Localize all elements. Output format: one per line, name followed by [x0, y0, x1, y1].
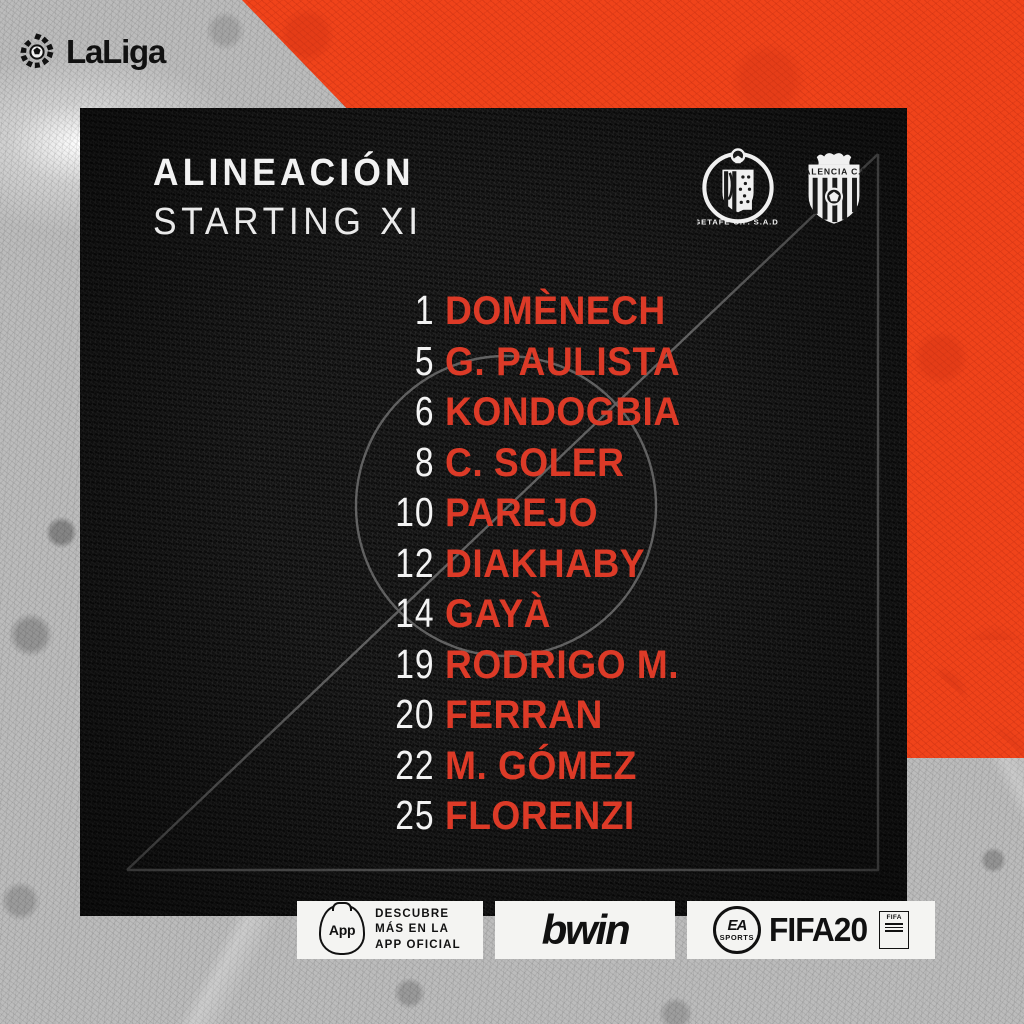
lineup-row[interactable]: 5 G. PAULISTA: [80, 337, 907, 392]
lineup-row[interactable]: 8 C. SOLER: [80, 438, 907, 493]
lineup-row[interactable]: 10 PAREJO: [80, 492, 907, 543]
ea-sports-icon: EA SPORTS: [712, 906, 761, 954]
player-number: 22: [395, 741, 435, 788]
laliga-lion-ball-icon: [20, 33, 54, 69]
fifa-rating-icon: FIFA: [879, 911, 910, 949]
player-number: 1: [414, 287, 435, 333]
player-name: C. SOLER: [445, 440, 625, 485]
app-promo-line2: MÁS EN LA: [375, 923, 450, 936]
fifa-rating-bar: [885, 930, 904, 932]
svg-text:GETAFE C.F. S.A.D.: GETAFE C.F. S.A.D.: [697, 218, 779, 227]
page-title-es: ALINEACIÓN: [153, 152, 415, 194]
app-shield-icon: App: [319, 905, 366, 955]
player-name: GAYÀ: [445, 592, 551, 636]
player-number: 6: [414, 388, 435, 434]
bwin-logo-icon: bwin: [541, 906, 631, 953]
app-promo-line1: DESCUBRE: [375, 907, 450, 920]
lineup-row[interactable]: 14 GAYÀ: [80, 593, 907, 644]
sponsor-strip: App DESCUBRE MÁS EN LA APP OFICIAL bwin …: [297, 901, 935, 959]
app-promo-line3: APP OFICIAL: [375, 938, 461, 951]
player-name: DOMÈNECH: [445, 289, 666, 333]
orange-top-shape: [242, 0, 1024, 118]
lineup-row[interactable]: 25 FLORENZI: [80, 795, 907, 846]
panel-vignette: [80, 108, 907, 916]
sponsor-fifa20[interactable]: EA SPORTS FIFA20 FIFA: [687, 901, 935, 959]
player-name: FLORENZI: [445, 794, 635, 838]
page-title-en: STARTING XI: [153, 201, 423, 243]
lineup-row[interactable]: 20 FERRAN: [80, 694, 907, 745]
fifa-rating-label: FIFA: [886, 914, 902, 921]
laliga-wordmark: LaLiga: [66, 33, 166, 70]
sports-label: SPORTS: [719, 933, 755, 943]
fifa-rating-bar: [885, 923, 904, 925]
player-name: PAREJO: [445, 491, 599, 535]
orange-top-texture: [242, 0, 1024, 118]
laliga-logo: LaLiga: [17, 32, 166, 72]
sponsor-app[interactable]: App DESCUBRE MÁS EN LA APP OFICIAL: [297, 901, 483, 959]
lineup-row[interactable]: 19 RODRIGO M.: [80, 640, 907, 695]
getafe-crest-icon: GETAFE C.F. S.A.D.: [697, 148, 779, 227]
fifa20-wordmark: FIFA20: [768, 911, 868, 948]
player-name: RODRIGO M.: [445, 642, 680, 687]
player-number: 8: [414, 438, 435, 485]
svg-text:VALENCIA C.F.: VALENCIA C.F.: [798, 167, 869, 177]
player-name: FERRAN: [445, 693, 603, 737]
lineup-panel: ALINEACIÓN STARTING XI: [80, 108, 907, 916]
player-name: M. GÓMEZ: [445, 743, 637, 788]
crest-group: GETAFE C.F. S.A.D. VALENCIA C.F.: [697, 145, 875, 227]
lineup-row[interactable]: 1 DOMÈNECH: [80, 290, 907, 341]
player-name: G. PAULISTA: [445, 339, 681, 384]
player-number: 5: [414, 337, 435, 384]
lineup-row[interactable]: 22 M. GÓMEZ: [80, 741, 907, 796]
valencia-crest-icon: VALENCIA C.F.: [798, 153, 869, 224]
player-number: 25: [395, 792, 435, 838]
sponsor-bwin[interactable]: bwin: [495, 901, 675, 959]
fifa-rating-bar: [885, 926, 904, 929]
player-number: 20: [395, 691, 435, 737]
panel-header: ALINEACIÓN STARTING XI: [153, 154, 443, 241]
lineup-row[interactable]: 6 KONDOGBIA: [80, 391, 907, 442]
lineup-row[interactable]: 12 DIAKHABY: [80, 539, 907, 594]
player-name: DIAKHABY: [445, 541, 646, 586]
player-name: KONDOGBIA: [445, 390, 681, 434]
app-badge-label: App: [328, 922, 356, 938]
player-number: 19: [395, 640, 435, 687]
player-number: 10: [395, 489, 435, 535]
app-promo-text: DESCUBRE MÁS EN LA APP OFICIAL: [375, 907, 461, 954]
ea-label: EA: [727, 917, 747, 935]
player-number: 12: [395, 539, 435, 586]
lineup-list: 1 DOMÈNECH 5 G. PAULISTA 6 KONDOGBIA 8 C. SO…: [80, 290, 907, 846]
player-number: 14: [395, 590, 435, 636]
